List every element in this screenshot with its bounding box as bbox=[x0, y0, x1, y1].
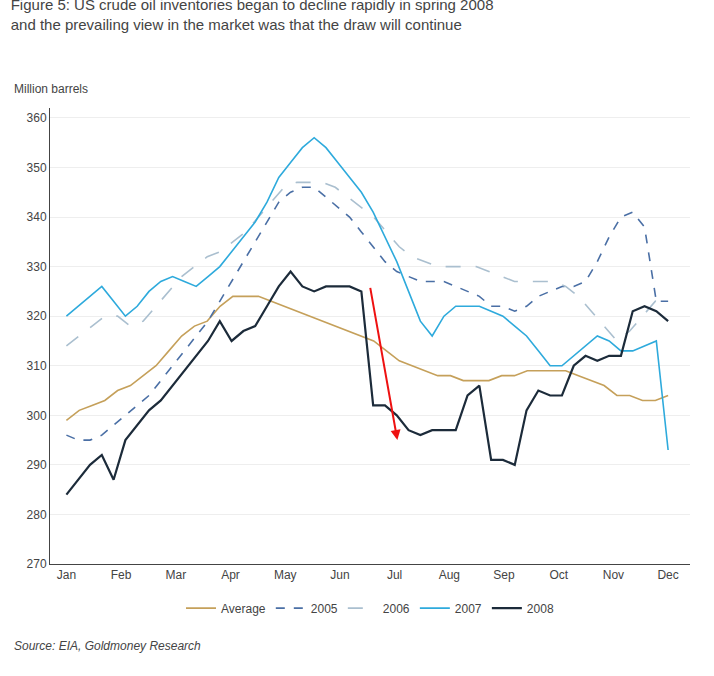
svg-text:310: 310 bbox=[27, 359, 47, 373]
svg-text:Sep: Sep bbox=[493, 568, 515, 582]
svg-text:May: May bbox=[274, 568, 297, 582]
svg-text:350: 350 bbox=[27, 161, 47, 175]
svg-text:360: 360 bbox=[27, 111, 47, 125]
svg-text:270: 270 bbox=[27, 557, 47, 571]
svg-text:290: 290 bbox=[27, 458, 47, 472]
svg-text:Jul: Jul bbox=[387, 568, 402, 582]
svg-text:Apr: Apr bbox=[221, 568, 240, 582]
svg-text:Jun: Jun bbox=[330, 568, 349, 582]
svg-text:2005: 2005 bbox=[311, 602, 338, 616]
svg-text:Million barrels: Million barrels bbox=[14, 82, 88, 96]
svg-text:2008: 2008 bbox=[527, 602, 554, 616]
svg-text:280: 280 bbox=[27, 508, 47, 522]
svg-text:320: 320 bbox=[27, 309, 47, 323]
svg-text:Feb: Feb bbox=[111, 568, 132, 582]
svg-text:Mar: Mar bbox=[165, 568, 186, 582]
svg-text:Dec: Dec bbox=[657, 568, 678, 582]
svg-text:Oct: Oct bbox=[549, 568, 568, 582]
svg-text:340: 340 bbox=[27, 210, 47, 224]
svg-text:2007: 2007 bbox=[455, 602, 482, 616]
svg-text:Average: Average bbox=[221, 602, 266, 616]
svg-text:Jan: Jan bbox=[57, 568, 76, 582]
svg-text:Figure 5: US crude oil invento: Figure 5: US crude oil inventories began… bbox=[11, 0, 494, 33]
svg-text:2006: 2006 bbox=[383, 602, 410, 616]
svg-text:Aug: Aug bbox=[439, 568, 460, 582]
svg-text:Source: EIA, Goldmoney Researc: Source: EIA, Goldmoney Research bbox=[14, 639, 201, 653]
svg-text:Nov: Nov bbox=[603, 568, 624, 582]
svg-text:330: 330 bbox=[27, 260, 47, 274]
svg-text:300: 300 bbox=[27, 409, 47, 423]
